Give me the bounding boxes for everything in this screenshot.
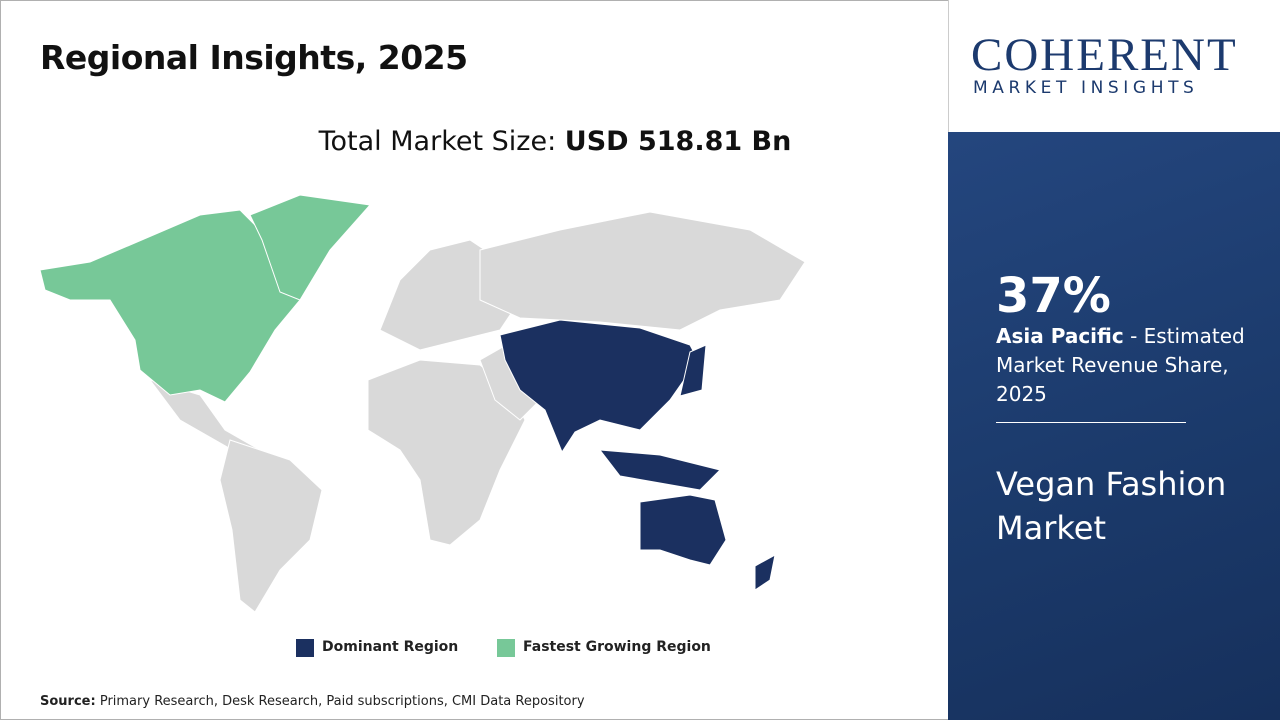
- source-text: Primary Research, Desk Research, Paid su…: [99, 694, 585, 709]
- legend-swatch-fastest: [497, 639, 515, 657]
- description: - Estimated Market Revenue Share, 2025: [996, 324, 1245, 406]
- source: Source: Primary Research, Desk Research,…: [40, 694, 585, 709]
- share: 37%: [996, 268, 1111, 324]
- asia-mainland: [499, 319, 699, 454]
- share-description: Asia Pacific - Estimated Market Revenue …: [996, 322, 1246, 409]
- dominant-region: [499, 319, 776, 591]
- australia: [639, 494, 727, 566]
- legend-dominant: Dominant Region: [322, 639, 459, 655]
- market-size: Total Market Size: USD 518.81 Bn: [0, 126, 1110, 157]
- japan: [679, 344, 707, 397]
- market-size-value: USD 518.81 Bn: [564, 126, 792, 157]
- market-size-label: Total Market Size:: [318, 126, 557, 157]
- world-map: [39, 194, 806, 613]
- region: Asia Pacific: [996, 324, 1124, 348]
- other-regions: [148, 211, 806, 613]
- logo-name: COHERENT: [971, 29, 1238, 81]
- legend-fastest: Fastest Growing Region: [523, 639, 711, 655]
- logo-tagline: MARKET INSIGHTS: [973, 78, 1199, 98]
- fastest-region: [39, 194, 371, 403]
- africa: [367, 359, 526, 546]
- market-name: Vegan Fashion Market: [996, 465, 1227, 547]
- source-label: Source:: [40, 694, 96, 709]
- title: Regional Insights, 2025: [40, 38, 468, 77]
- south-america: [219, 439, 323, 613]
- divider: [996, 422, 1186, 423]
- new-zealand: [754, 554, 776, 591]
- north-america: [39, 209, 301, 403]
- logo: COHERENT MARKET INSIGHTS: [948, 0, 1280, 132]
- greenland: [249, 194, 371, 301]
- side-panel: [948, 132, 1280, 720]
- islands: [598, 449, 721, 491]
- legend-swatch-dominant: [296, 639, 314, 657]
- north-asia: [479, 211, 806, 331]
